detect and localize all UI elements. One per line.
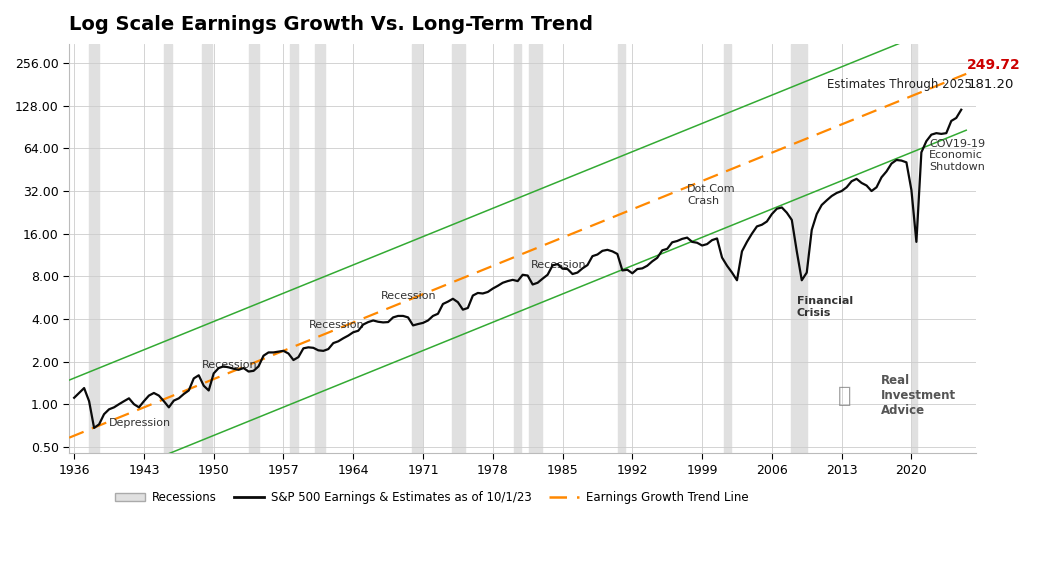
Text: Recession: Recession <box>382 292 437 301</box>
Bar <box>452 44 465 453</box>
Text: Dot.Com
Crash: Dot.Com Crash <box>688 184 736 206</box>
Bar <box>513 44 521 453</box>
Bar <box>618 44 625 453</box>
Bar <box>791 44 807 453</box>
Legend: Recessions, S&P 500 Earnings & Estimates as of 10/1/23, Earnings Growth Trend Li: Recessions, S&P 500 Earnings & Estimates… <box>111 487 754 509</box>
Text: Real
Investment
Advice: Real Investment Advice <box>881 374 956 417</box>
Text: 249.72: 249.72 <box>968 58 1021 72</box>
Text: Depression: Depression <box>109 418 171 428</box>
Text: Financial
Crisis: Financial Crisis <box>796 296 852 318</box>
Bar <box>202 44 212 453</box>
Bar <box>164 44 172 453</box>
Bar <box>89 44 100 453</box>
Bar <box>315 44 326 453</box>
Text: 🦅: 🦅 <box>838 386 851 406</box>
Text: 181.20: 181.20 <box>968 78 1013 91</box>
Bar <box>290 44 299 453</box>
Text: COV19-19
Economic
Shutdown: COV19-19 Economic Shutdown <box>929 139 985 172</box>
Bar <box>529 44 541 453</box>
Text: Estimates Through 2025: Estimates Through 2025 <box>826 79 972 91</box>
Bar <box>412 44 422 453</box>
Text: Log Scale Earnings Growth Vs. Long-Term Trend: Log Scale Earnings Growth Vs. Long-Term … <box>69 15 593 34</box>
Bar <box>249 44 258 453</box>
Text: Recession: Recession <box>202 360 257 370</box>
Bar <box>724 44 731 453</box>
Text: Recession: Recession <box>308 320 364 330</box>
Text: Recession: Recession <box>531 260 586 269</box>
Bar <box>913 44 918 453</box>
